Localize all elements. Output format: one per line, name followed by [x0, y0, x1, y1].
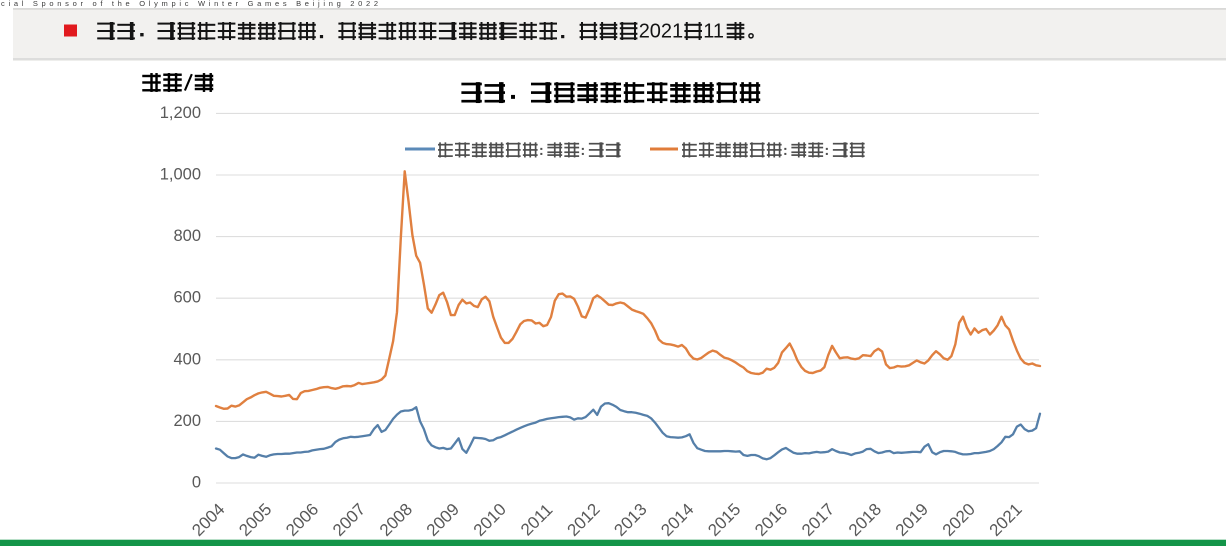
svg-text:600: 600: [173, 289, 201, 307]
svg-text:11: 11: [703, 20, 724, 42]
svg-text:200: 200: [173, 412, 201, 430]
svg-text:cial Sponsor of the Olympic Wi: cial Sponsor of the Olympic Winter Games…: [1, 0, 382, 8]
svg-text:400: 400: [173, 350, 201, 368]
svg-text:0: 0: [192, 474, 201, 492]
svg-text:1,200: 1,200: [160, 104, 201, 122]
svg-text:1,000: 1,000: [160, 166, 201, 184]
svg-text:800: 800: [173, 227, 201, 245]
svg-text:2021: 2021: [639, 20, 684, 42]
